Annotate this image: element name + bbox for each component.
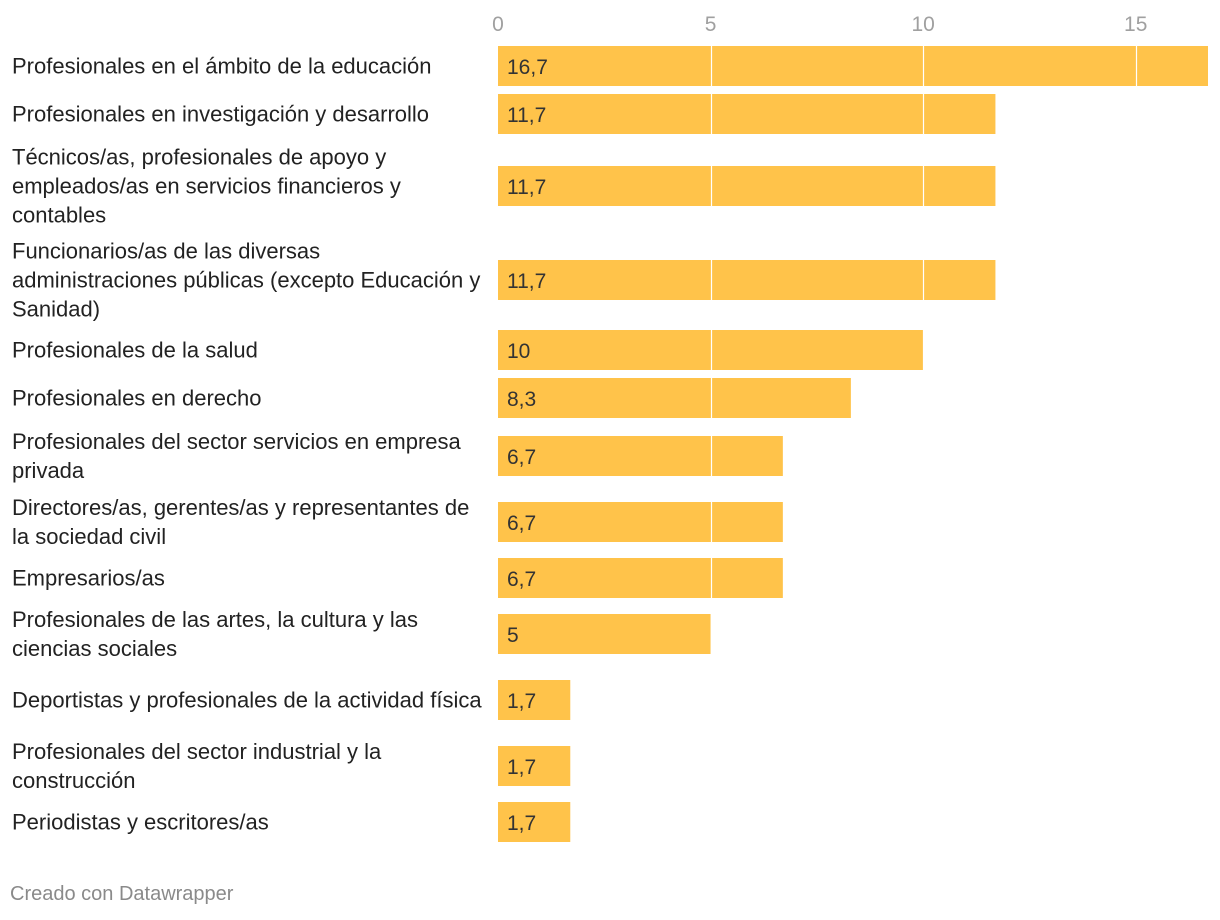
bar	[498, 802, 571, 842]
footer-credit: Creado con Datawrapper	[10, 883, 234, 905]
chart-plot-area: 0 5 10 15 16,7 11,7 11,7 11,7 10 8,3 6,7 6,7 6,7 5 1,7…	[492, 13, 1208, 842]
bar-value-label: 1,7	[507, 690, 536, 713]
bar	[498, 94, 996, 134]
category-label: Profesionales del sector industrial y la…	[12, 739, 382, 793]
value-labels: 16,7 11,7 11,7 11,7 10 8,3 6,7 6,7 6,7 5 1,7 1,7 1,7	[507, 56, 548, 835]
bar-value-label: 6,7	[507, 512, 536, 535]
bar	[498, 260, 996, 300]
category-label: Profesionales en derecho	[12, 385, 262, 411]
category-label: Directores/as, gerentes/as y representan…	[12, 495, 470, 549]
bar-value-label: 11,7	[507, 176, 546, 199]
category-label: Profesionales del sector servicios en em…	[12, 429, 461, 483]
gridlines	[710, 44, 1138, 842]
category-label: Periodistas y escritores/as	[12, 809, 269, 835]
bar	[498, 436, 783, 476]
category-label: Deportistas y profesionales de la activi…	[12, 687, 482, 713]
bar-value-label: 11,7	[507, 104, 546, 127]
bar	[498, 502, 783, 542]
bar	[498, 46, 1208, 86]
x-axis-ticks: 0 5 10 15	[492, 13, 1147, 36]
bar	[498, 680, 571, 720]
category-label: Profesionales de la salud	[12, 337, 258, 363]
bar	[498, 746, 571, 786]
bar	[498, 614, 711, 654]
category-label: Profesionales en investigación y desarro…	[12, 101, 430, 127]
category-label: Profesionales de las artes, la cultura y…	[12, 607, 418, 661]
x-tick-label: 15	[1124, 13, 1147, 36]
bar-value-label: 11,7	[507, 270, 546, 293]
bar-value-label: 8,3	[507, 388, 536, 411]
bar-value-label: 6,7	[507, 446, 536, 469]
x-tick-label: 0	[492, 13, 504, 36]
bar-value-label: 1,7	[507, 756, 536, 779]
bar	[498, 330, 924, 370]
category-label: Técnicos/as, profesionales de apoyo y em…	[12, 144, 401, 228]
bar-value-label: 6,7	[507, 568, 536, 591]
bar	[498, 558, 783, 598]
bar-value-label: 10	[507, 340, 530, 363]
bar	[498, 166, 996, 206]
bar-value-label: 5	[507, 624, 519, 647]
bar-value-label: 16,7	[507, 56, 548, 79]
x-tick-label: 5	[705, 13, 717, 36]
bar-value-label: 1,7	[507, 812, 536, 835]
bar-chart: 0 5 10 15 16,7 11,7 11,7 11,7 10 8,3 6,7 6,7 6,7 5 1,7…	[12, 13, 1208, 842]
category-label: Empresarios/as	[12, 565, 165, 591]
category-label: Funcionarios/as de las diversas administ…	[12, 238, 481, 322]
x-tick-label: 10	[911, 13, 934, 36]
bar	[498, 378, 851, 418]
category-label: Profesionales en el ámbito de la educaci…	[12, 53, 432, 79]
bars	[498, 46, 1208, 842]
